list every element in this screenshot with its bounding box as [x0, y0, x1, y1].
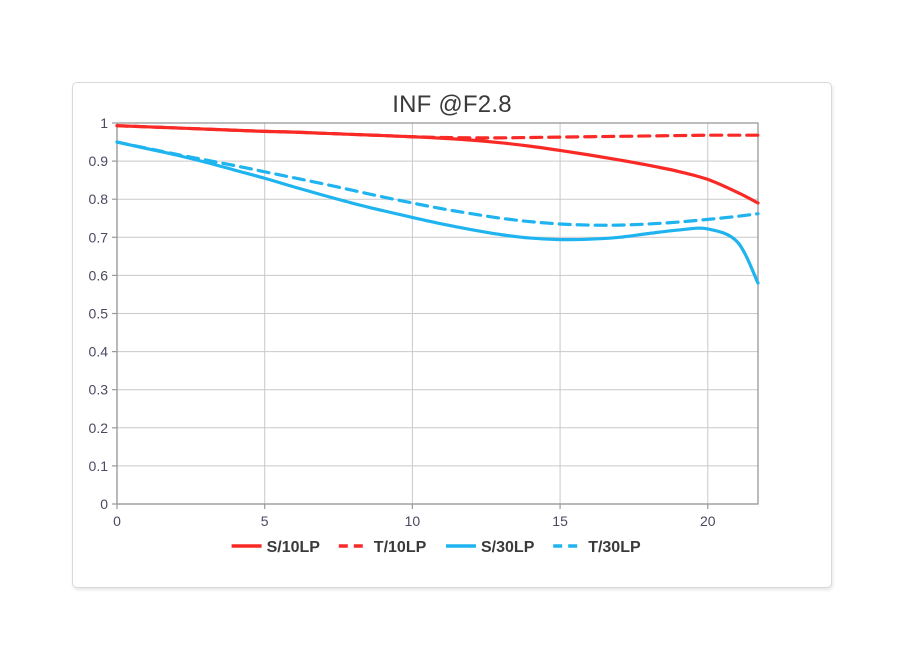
x-tick-label: 20	[700, 513, 716, 529]
x-tick-label: 5	[261, 513, 269, 529]
legend-item-s-10lp: S/10LP	[231, 539, 321, 556]
x-axis-ticks-group: 0 5 10 15 20	[113, 123, 758, 529]
legend-item-t-30lp: T/30LP	[553, 539, 641, 556]
y-tick-label: 0.2	[89, 420, 109, 436]
y-tick-label: 0.3	[89, 382, 109, 398]
series-line-s-30lp	[115, 140, 760, 285]
gridlines-group	[117, 122, 758, 505]
y-tick-label: 0.6	[89, 267, 109, 283]
y-tick-label: 0.5	[89, 306, 109, 322]
y-tick-label: 0.1	[89, 458, 109, 474]
legend-label: T/30LP	[588, 539, 641, 556]
series-line-t-30lp	[115, 140, 760, 227]
y-tick-label: 0.9	[89, 153, 109, 169]
x-tick-label: 10	[405, 513, 421, 529]
x-tick-label: 15	[552, 513, 568, 529]
legend-label: S/30LP	[481, 539, 535, 556]
chart-title: INF @F2.8	[392, 91, 512, 118]
y-tick-label: 1	[100, 115, 108, 131]
mtf-chart-plot: 0 5 10 15 20 0 0.1 0.2 0.3 0.4 0.5 0.6 0.7 0.8 0.9 1 S…	[89, 115, 760, 556]
legend-label: S/10LP	[267, 539, 321, 556]
y-tick-label: 0.8	[89, 191, 109, 207]
y-tick-label: 0.7	[89, 229, 109, 245]
legend-item-t-10lp: T/10LP	[338, 539, 427, 556]
mtf-chart-card: INF @F2.8 0 5 10 15 20 0 0.1 0.2 0.3 0.4 0.5 0.6 0.…	[72, 82, 832, 588]
y-tick-label: 0.4	[89, 344, 109, 360]
y-tick-label: 0	[100, 496, 108, 512]
series-line-t-10lp	[115, 124, 760, 140]
legend-item-s-30lp: S/30LP	[446, 539, 535, 556]
legend-label: T/10LP	[374, 539, 427, 556]
x-tick-label: 0	[113, 513, 121, 529]
y-axis-ticks-group: 0 0.1 0.2 0.3 0.4 0.5 0.6 0.7 0.8 0.9 1	[89, 115, 117, 512]
data-series-group	[115, 124, 760, 285]
chart-legend: S/10LP T/10LP S/30LP T/30LP	[231, 539, 641, 556]
